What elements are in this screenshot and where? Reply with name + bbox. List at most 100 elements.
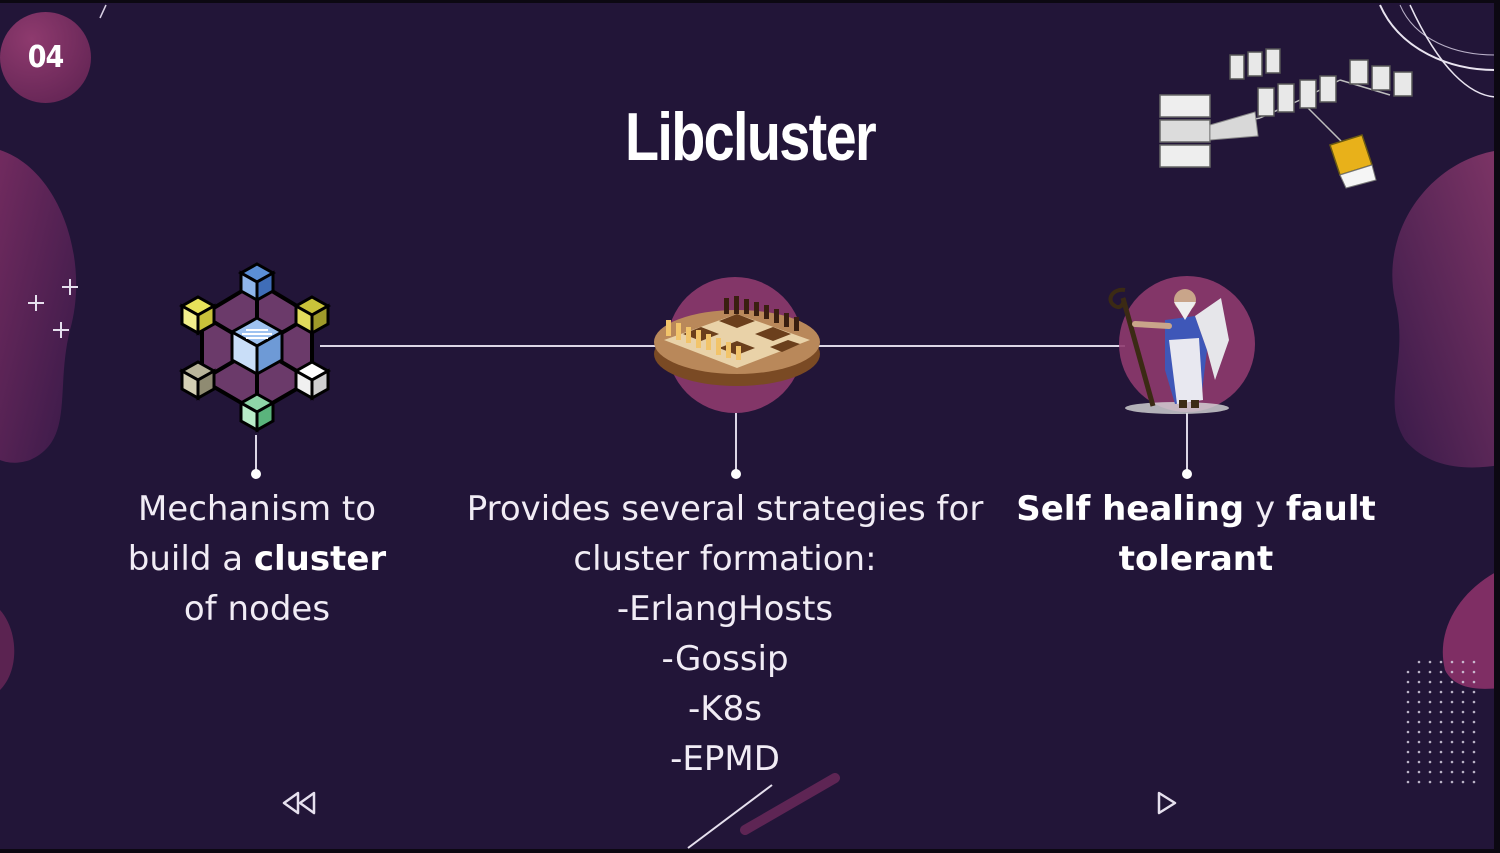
caption-text: y	[1244, 489, 1286, 529]
decor-dot	[1406, 720, 1410, 724]
decor-dot	[1406, 760, 1410, 764]
decor-dot	[1461, 720, 1465, 724]
decor-dot	[1439, 750, 1443, 754]
decor-dot	[1461, 690, 1465, 694]
decor-dot	[1461, 770, 1465, 774]
decor-dot	[1450, 660, 1454, 664]
decor-dot	[1406, 680, 1410, 684]
decor-dot	[1439, 680, 1443, 684]
decor-dot	[1428, 720, 1432, 724]
caption-line: Provides several strategies for	[466, 489, 984, 529]
network-cubes-icon	[178, 262, 332, 433]
decor-dot	[1472, 710, 1476, 714]
decor-dot	[1461, 680, 1465, 684]
window-frame-top	[0, 0, 1500, 3]
decor-dot	[1472, 750, 1476, 754]
server-network-icon	[1159, 48, 1413, 189]
decor-dot	[1450, 760, 1454, 764]
caption-line: of nodes	[183, 589, 331, 629]
decor-dot	[1461, 660, 1465, 664]
rewind-icon[interactable]	[280, 788, 320, 818]
decor-dot	[1472, 730, 1476, 734]
decor-dot	[1461, 730, 1465, 734]
decor-dot	[1439, 660, 1443, 664]
caption-line: build a cluster	[110, 534, 404, 584]
decor-dot	[1461, 760, 1465, 764]
decor-dot	[1417, 710, 1421, 714]
caption-bold: fault	[1285, 489, 1376, 529]
decor-dot	[1406, 750, 1410, 754]
decor-dot	[1428, 770, 1432, 774]
decor-dot	[1417, 780, 1421, 784]
decor-dot	[1417, 760, 1421, 764]
decor-dot	[1406, 780, 1410, 784]
decor-dot	[1439, 780, 1443, 784]
decor-dot	[1417, 740, 1421, 744]
decor-dot	[1472, 740, 1476, 744]
decor-dot	[1450, 750, 1454, 754]
decor-dot	[1406, 770, 1410, 774]
strategy-item: -K8s	[688, 689, 762, 729]
decor-dot	[1439, 720, 1443, 724]
decor-dot	[1472, 670, 1476, 674]
decor-dot	[1428, 730, 1432, 734]
decor-dot	[1461, 700, 1465, 704]
decor-dot	[1417, 660, 1421, 664]
decor-dot	[1472, 690, 1476, 694]
chessboard-icon	[654, 296, 820, 386]
decor-dot	[1472, 780, 1476, 784]
decor-dot	[1439, 770, 1443, 774]
decor-dot	[1472, 720, 1476, 724]
decor-dot	[1450, 740, 1454, 744]
decor-dot	[1450, 680, 1454, 684]
decor-dot	[1428, 700, 1432, 704]
decor-dot	[1472, 760, 1476, 764]
decor-dot	[1439, 670, 1443, 674]
caption-line: cluster formation:	[573, 539, 877, 579]
decor-dot	[1472, 700, 1476, 704]
decor-dot	[1428, 710, 1432, 714]
strategy-item: -EPMD	[670, 739, 780, 779]
strategy-item: -Gossip	[661, 639, 789, 679]
decor-dot	[1428, 750, 1432, 754]
slide-number: 04	[27, 40, 65, 75]
caption-text: build a	[127, 539, 254, 579]
decor-dot	[1406, 730, 1410, 734]
caption-bold: Self healing	[1016, 489, 1245, 529]
decor-dot	[1450, 710, 1454, 714]
caption-bold: tolerant	[1118, 539, 1274, 579]
decor-dot	[1406, 710, 1410, 714]
decor-dot	[1417, 730, 1421, 734]
decor-dot	[1461, 670, 1465, 674]
decor-dot	[1461, 740, 1465, 744]
decor-dot	[1439, 700, 1443, 704]
decor-dot	[1450, 670, 1454, 674]
wizard-figure-icon	[1108, 287, 1229, 414]
decor-dot	[1428, 740, 1432, 744]
decor-dot	[1428, 670, 1432, 674]
slide-number-badge: 04	[0, 12, 91, 103]
caption-self-healing: Self healing y fault tolerant	[1010, 484, 1382, 584]
decor-dot	[1417, 700, 1421, 704]
caption-line: tolerant	[1010, 534, 1382, 584]
decor-dot	[1417, 690, 1421, 694]
caption-line: Self healing y fault	[1010, 484, 1382, 534]
decor-dot	[1472, 660, 1476, 664]
window-frame-bottom	[0, 849, 1500, 853]
decor-dot	[1450, 690, 1454, 694]
decor-dot	[1428, 690, 1432, 694]
decor-dot	[1417, 750, 1421, 754]
decor-dot	[1472, 770, 1476, 774]
decor-dot	[1450, 720, 1454, 724]
slide-title: Libcluster	[624, 99, 877, 175]
strategy-item: -ErlangHosts	[616, 589, 834, 629]
caption-strategies: Provides several strategies for cluster …	[440, 484, 1010, 784]
decor-dot	[1406, 740, 1410, 744]
decor-dot	[1461, 750, 1465, 754]
decor-dot	[1439, 740, 1443, 744]
decor-dot	[1428, 660, 1432, 664]
decor-dot	[1428, 760, 1432, 764]
play-next-icon[interactable]	[1152, 788, 1182, 818]
decor-dot	[1417, 720, 1421, 724]
